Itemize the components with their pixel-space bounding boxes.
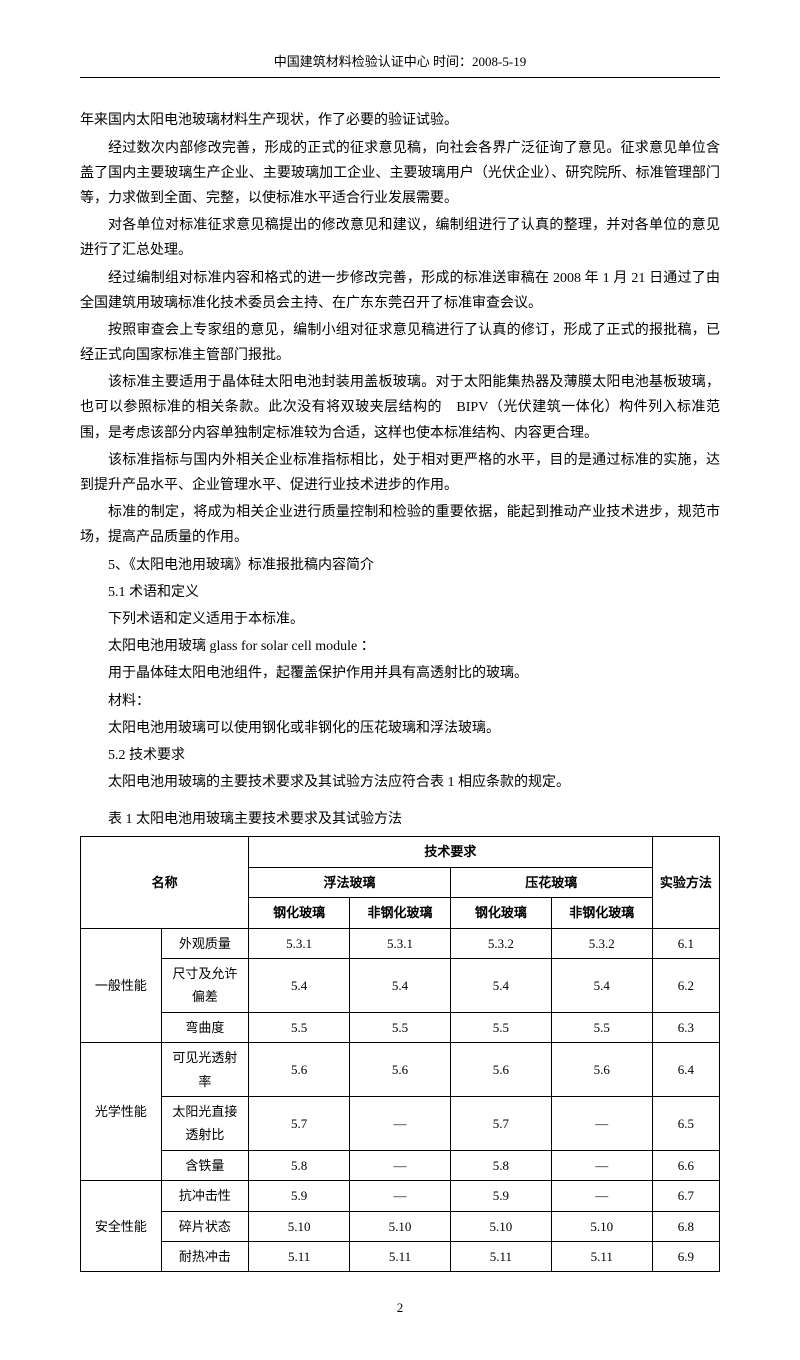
td-method: 6.4 [652, 1043, 719, 1097]
td-method: 6.7 [652, 1181, 719, 1211]
td-method: 6.5 [652, 1096, 719, 1150]
th-tempered-2: 钢化玻璃 [450, 898, 551, 928]
td-method: 6.9 [652, 1241, 719, 1271]
table-row: 尺寸及允许偏差 5.4 5.4 5.4 5.4 6.2 [81, 959, 720, 1013]
td-v2: — [350, 1096, 451, 1150]
td-v4: 5.10 [551, 1211, 652, 1241]
paragraph-17: 太阳电池用玻璃的主要技术要求及其试验方法应符合表 1 相应条款的规定。 [80, 770, 720, 795]
table-row: 碎片状态 5.10 5.10 5.10 5.10 6.8 [81, 1211, 720, 1241]
td-v1: 5.3.1 [249, 928, 350, 958]
paragraph-11: 下列术语和定义适用于本标准。 [80, 607, 720, 632]
th-float: 浮法玻璃 [249, 867, 451, 897]
td-category: 一般性能 [81, 928, 162, 1043]
td-attr: 碎片状态 [161, 1211, 248, 1241]
td-attr: 尺寸及允许偏差 [161, 959, 248, 1013]
td-v2: 5.4 [350, 959, 451, 1013]
td-v1: 5.8 [249, 1150, 350, 1180]
td-v1: 5.4 [249, 959, 350, 1013]
td-method: 6.6 [652, 1150, 719, 1180]
td-category: 安全性能 [81, 1181, 162, 1272]
th-method: 实验方法 [652, 837, 719, 928]
td-v3: 5.5 [450, 1012, 551, 1042]
paragraph-2: 经过数次内部修改完善，形成的正式的征求意见稿，向社会各界广泛征询了意见。征求意见… [80, 136, 720, 212]
td-v3: 5.4 [450, 959, 551, 1013]
td-v4: 5.6 [551, 1043, 652, 1097]
td-v3: 5.10 [450, 1211, 551, 1241]
paragraph-14: 材料： [80, 689, 720, 714]
td-category: 光学性能 [81, 1043, 162, 1181]
paragraph-4: 经过编制组对标准内容和格式的进一步修改完善，形成的标准送审稿在 2008 年 1… [80, 266, 720, 316]
table-row: 弯曲度 5.5 5.5 5.5 5.5 6.3 [81, 1012, 720, 1042]
td-attr: 太阳光直接透射比 [161, 1096, 248, 1150]
td-v2: 5.5 [350, 1012, 451, 1042]
td-attr: 含铁量 [161, 1150, 248, 1180]
td-v3: 5.6 [450, 1043, 551, 1097]
header-divider [80, 77, 720, 78]
th-tech: 技术要求 [249, 837, 653, 867]
paragraph-7: 该标准指标与国内外相关企业标准指标相比，处于相对更严格的水平，目的是通过标准的实… [80, 448, 720, 498]
paragraph-10: 5.1 术语和定义 [80, 580, 720, 605]
td-v4: 5.4 [551, 959, 652, 1013]
td-attr: 外观质量 [161, 928, 248, 958]
td-v3: 5.3.2 [450, 928, 551, 958]
paragraph-13: 用于晶体硅太阳电池组件，起覆盖保护作用并具有高透射比的玻璃。 [80, 661, 720, 686]
paragraph-8: 标准的制定，将成为相关企业进行质量控制和检验的重要依据，能起到推动产业技术进步，… [80, 500, 720, 550]
td-v2: 5.10 [350, 1211, 451, 1241]
td-v4: 5.5 [551, 1012, 652, 1042]
td-v3: 5.11 [450, 1241, 551, 1271]
td-v2: 5.6 [350, 1043, 451, 1097]
td-v1: 5.5 [249, 1012, 350, 1042]
th-nontempered-2: 非钢化玻璃 [551, 898, 652, 928]
paragraph-12: 太阳电池用玻璃 glass for solar cell module ： [80, 634, 720, 659]
td-v3: 5.8 [450, 1150, 551, 1180]
td-v1: 5.7 [249, 1096, 350, 1150]
td-v1: 5.6 [249, 1043, 350, 1097]
paragraph-15: 太阳电池用玻璃可以使用钢化或非钢化的压花玻璃和浮法玻璃。 [80, 716, 720, 741]
td-v2: — [350, 1181, 451, 1211]
td-v4: — [551, 1181, 652, 1211]
td-method: 6.2 [652, 959, 719, 1013]
th-tempered-1: 钢化玻璃 [249, 898, 350, 928]
paragraph-1: 年来国内太阳电池玻璃材料生产现状，作了必要的验证试验。 [80, 108, 720, 133]
paragraph-6: 该标准主要适用于晶体硅太阳电池封装用盖板玻璃。对于太阳能集热器及薄膜太阳电池基板… [80, 370, 720, 446]
td-v3: 5.7 [450, 1096, 551, 1150]
table-row: 太阳光直接透射比 5.7 — 5.7 — 6.5 [81, 1096, 720, 1150]
paragraph-5: 按照审查会上专家组的意见，编制小组对征求意见稿进行了认真的修订，形成了正式的报批… [80, 318, 720, 368]
td-attr: 弯曲度 [161, 1012, 248, 1042]
th-name: 名称 [81, 837, 249, 928]
page-number: 2 [80, 1296, 720, 1319]
td-v4: — [551, 1096, 652, 1150]
td-attr: 抗冲击性 [161, 1181, 248, 1211]
table-row: 一般性能 外观质量 5.3.1 5.3.1 5.3.2 5.3.2 6.1 [81, 928, 720, 958]
page-header: 中国建筑材料检验认证中心 时间：2008-5-19 [80, 50, 720, 73]
table-row: 光学性能 可见光透射率 5.6 5.6 5.6 5.6 6.4 [81, 1043, 720, 1097]
th-pattern: 压花玻璃 [450, 867, 652, 897]
paragraph-9: 5、《太阳电池用玻璃》标准报批稿内容简介 [80, 553, 720, 578]
table-row: 安全性能 抗冲击性 5.9 — 5.9 — 6.7 [81, 1181, 720, 1211]
td-v3: 5.9 [450, 1181, 551, 1211]
td-attr: 耐热冲击 [161, 1241, 248, 1271]
td-v4: 5.3.2 [551, 928, 652, 958]
paragraph-3: 对各单位对标准征求意见稿提出的修改意见和建议，编制组进行了认真的整理，并对各单位… [80, 213, 720, 263]
table-header-row-1: 名称 技术要求 实验方法 [81, 837, 720, 867]
td-v1: 5.10 [249, 1211, 350, 1241]
td-v4: — [551, 1150, 652, 1180]
td-v1: 5.9 [249, 1181, 350, 1211]
paragraph-16: 5.2 技术要求 [80, 743, 720, 768]
table-caption: 表 1 太阳电池用玻璃主要技术要求及其试验方法 [80, 807, 720, 832]
td-v1: 5.11 [249, 1241, 350, 1271]
requirements-table: 名称 技术要求 实验方法 浮法玻璃 压花玻璃 钢化玻璃 非钢化玻璃 钢化玻璃 非… [80, 836, 720, 1272]
td-v4: 5.11 [551, 1241, 652, 1271]
td-method: 6.3 [652, 1012, 719, 1042]
table-row: 耐热冲击 5.11 5.11 5.11 5.11 6.9 [81, 1241, 720, 1271]
td-method: 6.8 [652, 1211, 719, 1241]
td-v2: 5.11 [350, 1241, 451, 1271]
table-row: 含铁量 5.8 — 5.8 — 6.6 [81, 1150, 720, 1180]
td-v2: 5.3.1 [350, 928, 451, 958]
td-v2: — [350, 1150, 451, 1180]
td-attr: 可见光透射率 [161, 1043, 248, 1097]
th-nontempered-1: 非钢化玻璃 [350, 898, 451, 928]
td-method: 6.1 [652, 928, 719, 958]
